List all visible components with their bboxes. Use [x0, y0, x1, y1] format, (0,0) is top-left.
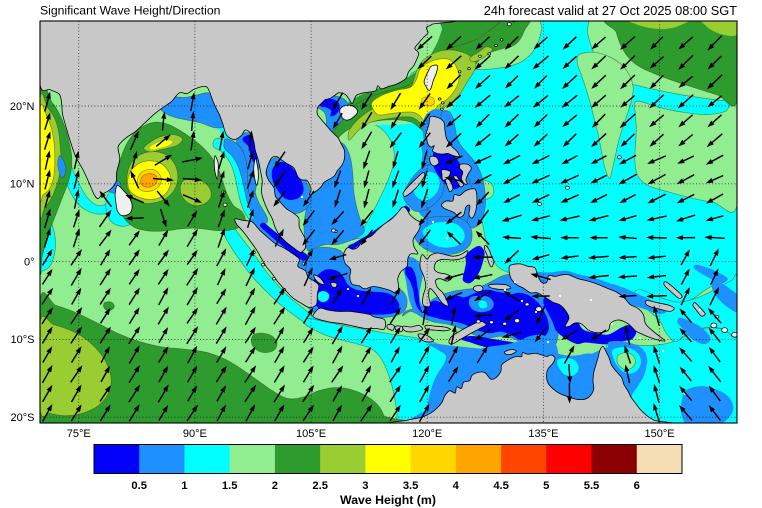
svg-text:24h forecast valid at 27 Oct 2: 24h forecast valid at 27 Oct 2025 08:00 … — [484, 3, 737, 18]
svg-text:Wave Height (m): Wave Height (m) — [340, 493, 436, 507]
svg-text:0°: 0° — [24, 256, 35, 268]
svg-text:135°E: 135°E — [528, 428, 558, 440]
svg-text:4.5: 4.5 — [493, 480, 509, 492]
svg-text:90°E: 90°E — [183, 428, 207, 440]
svg-text:2: 2 — [272, 480, 278, 492]
svg-text:3: 3 — [362, 480, 368, 492]
svg-text:20°N: 20°N — [10, 101, 35, 113]
svg-text:6: 6 — [634, 480, 640, 492]
svg-text:10°S: 10°S — [11, 334, 35, 346]
svg-text:4: 4 — [453, 480, 460, 492]
svg-text:20°S: 20°S — [11, 412, 35, 424]
svg-text:75°E: 75°E — [67, 428, 91, 440]
svg-text:Significant Wave Height/Direct: Significant Wave Height/Direction — [40, 4, 220, 18]
svg-text:105°E: 105°E — [296, 428, 326, 440]
svg-text:5: 5 — [543, 480, 549, 492]
svg-text:2.5: 2.5 — [312, 480, 328, 492]
svg-text:150°E: 150°E — [645, 428, 675, 440]
svg-text:0.5: 0.5 — [131, 480, 147, 492]
svg-text:10°N: 10°N — [10, 179, 35, 191]
svg-text:1: 1 — [181, 480, 187, 492]
svg-text:120°E: 120°E — [412, 428, 442, 440]
svg-text:5.5: 5.5 — [584, 480, 600, 492]
svg-text:1.5: 1.5 — [222, 480, 238, 492]
svg-text:3.5: 3.5 — [403, 480, 419, 492]
